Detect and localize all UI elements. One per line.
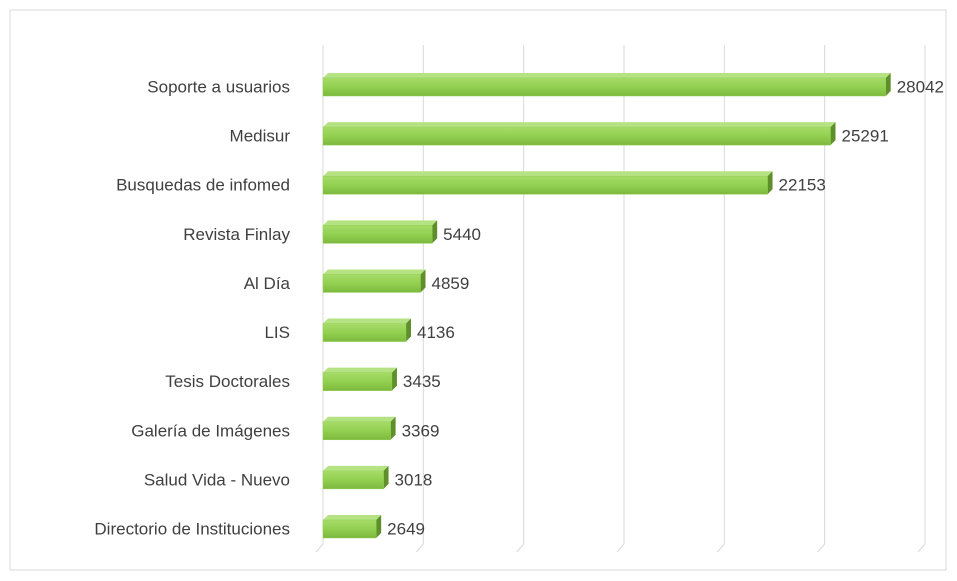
bar-top — [323, 269, 426, 275]
value-label: 3018 — [395, 470, 433, 489]
bar-side — [830, 122, 836, 146]
bar — [322, 323, 407, 342]
value-label: 5440 — [443, 225, 481, 244]
value-label: 22153 — [779, 176, 826, 195]
category-label: Salud Vida - Nuevo — [144, 470, 290, 489]
bar — [322, 372, 393, 391]
bar-top — [323, 416, 396, 422]
bar-side — [432, 220, 438, 244]
category-label: Busquedas de infomed — [116, 176, 290, 195]
bar — [322, 225, 433, 244]
bar-side — [405, 318, 411, 342]
grid-foot — [616, 543, 625, 553]
bar-top — [323, 220, 438, 226]
value-label: 4859 — [432, 274, 470, 293]
chart-border — [9, 9, 947, 571]
grid-foot — [716, 543, 725, 553]
value-label: 25291 — [842, 127, 889, 146]
bar-side — [376, 515, 382, 538]
bar-top — [323, 122, 836, 128]
grid-foot — [415, 543, 424, 553]
bar-top — [323, 73, 891, 78]
bar-side — [391, 367, 397, 391]
bar — [322, 519, 377, 539]
category-label: Soporte a usuarios — [147, 77, 290, 96]
bar — [322, 421, 391, 441]
grid-foot — [315, 543, 324, 553]
value-label: 3369 — [402, 421, 440, 440]
value-label: 3435 — [403, 372, 441, 391]
bar-side — [383, 465, 389, 489]
bar-top — [323, 171, 773, 177]
bar — [322, 274, 421, 293]
bar-top — [323, 367, 397, 373]
grid-foot — [917, 543, 926, 553]
bar — [322, 470, 384, 490]
category-label: Al Día — [244, 274, 291, 293]
value-label: 4136 — [417, 323, 455, 342]
category-label: Revista Finlay — [183, 225, 290, 244]
bar — [322, 126, 831, 146]
bar-side — [390, 416, 396, 440]
grid-foot — [817, 543, 826, 553]
bar — [322, 77, 886, 97]
bar — [322, 175, 768, 195]
bar-side — [420, 269, 426, 293]
category-label: Galería de Imágenes — [131, 421, 290, 440]
bar-side — [767, 171, 773, 195]
bar-side — [885, 73, 891, 96]
bar-top — [323, 465, 389, 471]
bar-top — [323, 515, 382, 520]
category-label: Directorio de Instituciones — [94, 519, 290, 538]
value-label: 2649 — [387, 519, 425, 538]
value-label: 28042 — [897, 77, 944, 96]
grid-foot — [516, 543, 525, 553]
category-label: Tesis Doctorales — [165, 372, 290, 391]
category-label: Medisur — [230, 127, 291, 146]
category-label: LIS — [264, 323, 290, 342]
bar-top — [323, 318, 411, 324]
